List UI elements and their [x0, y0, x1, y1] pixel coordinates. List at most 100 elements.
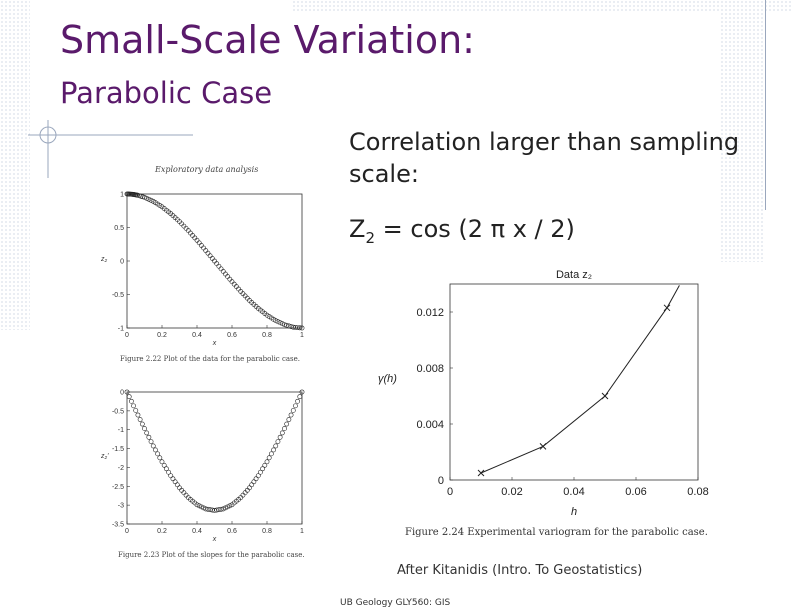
data-point: [266, 455, 272, 461]
data-point: [299, 325, 305, 331]
data-point: [201, 505, 206, 511]
data-point: [198, 504, 204, 510]
data-point: [264, 459, 270, 465]
data-point: [139, 421, 145, 427]
data-point: [196, 503, 202, 509]
data-point: [286, 417, 292, 422]
x-tick-label: 1: [300, 332, 304, 339]
x-tick-label: 0: [125, 528, 129, 535]
data-point: [293, 403, 298, 409]
data-point: [255, 473, 261, 479]
data-point: [209, 255, 215, 261]
data-point: [159, 459, 165, 465]
data-point-marker: [539, 443, 547, 450]
fig1-caption: Figure 2.22 Plot of the data for the par…: [120, 355, 301, 363]
y-tick-label: 0: [438, 475, 444, 487]
data-point: [174, 482, 180, 488]
data-point: [227, 276, 233, 282]
chart-title: Data z₂: [556, 269, 592, 281]
data-point: [273, 318, 279, 324]
fig1-heading: Exploratory data analysis: [155, 165, 259, 174]
data-point: [271, 447, 276, 453]
data-point: [170, 476, 176, 482]
data-point: [225, 504, 231, 510]
data-point: [258, 469, 263, 475]
data-point: [144, 195, 150, 201]
data-point-marker: [477, 469, 485, 477]
data-point: [249, 482, 255, 488]
data-point: [161, 462, 167, 468]
data-point: [194, 502, 200, 508]
x-tick-label: 0: [125, 332, 129, 339]
data-point: [284, 421, 290, 427]
equation: Z2 = cos (2 π x / 2): [349, 213, 575, 254]
data-point: [166, 469, 171, 475]
data-point: [282, 322, 287, 328]
data-point: [142, 426, 147, 431]
x-tick-label: 0.08: [687, 486, 708, 498]
data-point: [275, 439, 281, 444]
data-point: [126, 394, 132, 400]
y-tick-label: -3: [118, 503, 124, 510]
equation-sub: 2: [365, 228, 375, 247]
data-point: [223, 271, 228, 277]
x-tick-label: 0.06: [625, 486, 646, 498]
x-tick-label: 0.6: [227, 332, 237, 339]
bullet-line-1: Correlation larger than sampling: [349, 128, 740, 156]
x-tick-label: 1: [300, 528, 304, 535]
x-axis-label: x: [212, 536, 217, 543]
y-tick-label: -0.5: [112, 408, 124, 415]
data-point: [286, 323, 292, 329]
fig1-chart: 0 0.2 0.4 0.6 0.8 1 1 0.5 0 -0.5 -1 x z₂: [100, 192, 305, 347]
y-axis-label: z₂: [100, 256, 108, 263]
fig2-chart: 0 0.2 0.4 0.6 0.8 1 0 -0.5 -1 -1.5 -2 -2.5 -3 -3.5 x z₂…: [100, 390, 305, 543]
data-point: [297, 394, 303, 400]
data-point: [262, 462, 268, 468]
data-point: [273, 443, 279, 449]
y-tick-label: -0.5: [112, 292, 124, 299]
data-point: [155, 451, 161, 457]
data-point: [205, 250, 211, 256]
data-point: [148, 439, 154, 444]
x-tick-label: 0.4: [192, 528, 202, 535]
data-point: [260, 466, 266, 472]
data-point: [223, 505, 228, 511]
data-point: [201, 245, 206, 251]
y-axis-label: γ(h): [378, 373, 397, 385]
y-tick-label: 0.5: [114, 225, 124, 232]
data-point: [135, 412, 141, 418]
data-point: [148, 197, 154, 203]
x-tick-label: 0.8: [262, 528, 272, 535]
y-tick-label: 0.004: [416, 419, 444, 431]
plot-frame: [449, 283, 699, 481]
data-point: [277, 434, 283, 440]
left-pattern-bar: [0, 0, 30, 330]
y-tick-label: -3.5: [112, 522, 124, 529]
data-point: [290, 408, 296, 413]
plot-frame: [126, 193, 303, 329]
y-tick-label: 1: [120, 192, 124, 199]
data-point: [225, 274, 231, 279]
x-tick-label: 0.8: [262, 332, 272, 339]
data-point: [212, 258, 217, 264]
data-point: [146, 196, 152, 202]
x-tick-label: 0.2: [157, 332, 167, 339]
fig3-chart: 0 0.02 0.04 0.06 0.08 0 0.004 0.008 0.012 h γ(h) Da…: [378, 269, 709, 518]
data-point: [146, 434, 152, 440]
data-point: [144, 430, 150, 436]
y-tick-label: 0.012: [416, 307, 444, 319]
plot-frame: [126, 391, 303, 525]
data-point: [295, 398, 301, 404]
data-point: [142, 194, 147, 200]
data-point: [168, 473, 174, 479]
data-point: [133, 408, 139, 413]
data-point-marker: [663, 304, 671, 312]
y-tick-label: 0.008: [416, 363, 444, 375]
data-point: [128, 398, 134, 404]
data-point: [131, 403, 136, 409]
data-point: [196, 240, 202, 246]
y-tick-label: -1: [118, 427, 124, 434]
data-point: [284, 322, 290, 328]
y-tick-label: -1.5: [112, 446, 124, 453]
crosshair-ornament: [28, 120, 193, 178]
